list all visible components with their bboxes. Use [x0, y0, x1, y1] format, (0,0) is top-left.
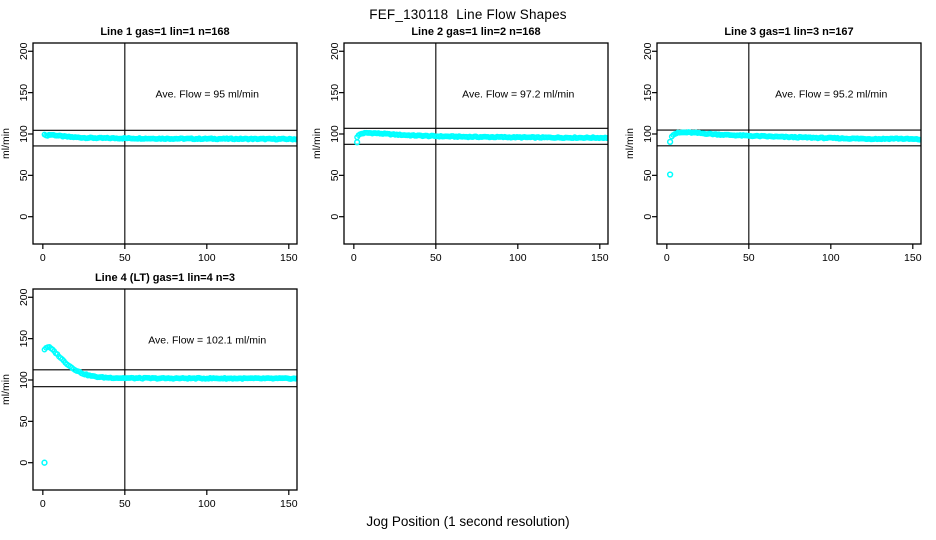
- x-tick-label: 0: [40, 498, 46, 510]
- plot-box: [656, 41, 922, 245]
- y-tick-label: 200: [329, 42, 341, 60]
- x-tick-label: 150: [591, 252, 609, 264]
- y-axis: 0 50 100 150 200: [18, 288, 33, 465]
- y-tick-label: 150: [18, 329, 30, 347]
- y-tick-label: 50: [18, 415, 30, 427]
- y-tick-label: 50: [18, 169, 30, 181]
- y-tick-label: 100: [18, 125, 30, 143]
- panel-title: Line 2 gas=1 lin=2 n=168: [411, 26, 540, 38]
- y-tick-label: 100: [329, 125, 341, 143]
- x-tick-label: 0: [664, 252, 670, 264]
- panel-line-4: Line 4 (LT) gas=1 lin=4 n=3 0 50 100 150 200 m…: [0, 265, 310, 532]
- data-points: [41, 131, 297, 142]
- y-tick-label: 150: [18, 83, 30, 101]
- x-tick-label: 150: [280, 498, 298, 510]
- y-tick-label: 50: [329, 169, 341, 181]
- x-axis: 0 50 100 150: [40, 489, 298, 510]
- page-title: FEF_130118 Line Flow Shapes: [369, 7, 567, 22]
- x-tick-label: 100: [509, 252, 527, 264]
- line-flow-chart: Line 2 gas=1 lin=2 n=168 0 50 100 150 200 ml/m…: [311, 26, 609, 264]
- y-tick-label: 0: [18, 459, 30, 465]
- x-tick-label: 50: [743, 252, 755, 264]
- avg-flow-annotation: Ave. Flow = 97.2 ml/min: [462, 88, 574, 100]
- y-tick-label: 100: [18, 371, 30, 389]
- y-tick-label: 200: [18, 288, 30, 306]
- x-axis-caption: Jog Position (1 second resolution): [366, 514, 570, 529]
- x-tick-label: 150: [280, 252, 298, 264]
- plot-box: [32, 41, 298, 245]
- x-tick-label: 150: [904, 252, 922, 264]
- data-points: [353, 129, 608, 145]
- panel-line-3: Line 3 gas=1 lin=3 n=167 0 50 100 150 200 ml/m…: [624, 19, 934, 286]
- y-axis: 0 50 100 150 200: [329, 42, 344, 219]
- avg-flow-annotation: Ave. Flow = 95.2 ml/min: [775, 88, 887, 100]
- y-tick-label: 100: [642, 125, 654, 143]
- panel-title: Line 1 gas=1 lin=1 n=168: [100, 26, 229, 38]
- y-tick-label: 200: [642, 42, 654, 60]
- plot-box: [343, 41, 609, 245]
- outlier-point: [666, 138, 674, 145]
- outlier-point: [353, 138, 361, 145]
- y-axis-title: ml/min: [0, 127, 12, 158]
- y-axis: 0 50 100 150 200: [18, 42, 33, 219]
- plot-box: [32, 287, 298, 491]
- avg-flow-annotation: Ave. Flow = 95 ml/min: [156, 88, 260, 100]
- x-tick-label: 50: [430, 252, 442, 264]
- line-flow-chart: Line 3 gas=1 lin=3 n=167 0 50 100 150 200 ml/m…: [624, 26, 922, 264]
- outlier-point: [666, 170, 674, 178]
- y-axis-title: ml/min: [311, 127, 323, 158]
- x-axis: 0 50 100 150: [664, 243, 922, 264]
- line-flow-chart: Line 4 (LT) gas=1 lin=4 n=3 0 50 100 150 200 m…: [0, 272, 298, 510]
- x-tick-label: 0: [40, 252, 46, 264]
- y-tick-label: 0: [642, 213, 654, 219]
- y-tick-label: 0: [329, 213, 341, 219]
- y-axis-title: ml/min: [0, 373, 12, 404]
- x-tick-label: 50: [119, 252, 131, 264]
- x-tick-label: 100: [198, 498, 216, 510]
- data-points: [41, 343, 297, 466]
- panel-line-2: Line 2 gas=1 lin=2 n=168 0 50 100 150 200 ml/m…: [311, 19, 621, 286]
- panel-title: Line 3 gas=1 lin=3 n=167: [724, 26, 853, 38]
- y-tick-label: 0: [18, 213, 30, 219]
- x-tick-label: 50: [119, 498, 131, 510]
- y-tick-label: 50: [642, 169, 654, 181]
- y-axis-title: ml/min: [624, 127, 636, 158]
- avg-flow-annotation: Ave. Flow = 102.1 ml/min: [148, 334, 266, 346]
- panel-line-1: Line 1 gas=1 lin=1 n=168 0 50 100 150 200 ml/m…: [0, 19, 310, 286]
- line-flow-chart: Line 1 gas=1 lin=1 n=168 0 50 100 150 200 ml/m…: [0, 26, 298, 264]
- y-tick-label: 150: [642, 83, 654, 101]
- outlier-point: [41, 459, 48, 466]
- y-tick-label: 200: [18, 42, 30, 60]
- x-tick-label: 100: [198, 252, 216, 264]
- x-axis: 0 50 100 150: [40, 243, 298, 264]
- x-tick-label: 100: [822, 252, 840, 264]
- x-axis: 0 50 100 150: [351, 243, 609, 264]
- data-points: [666, 128, 921, 178]
- y-tick-label: 150: [329, 83, 341, 101]
- x-tick-label: 0: [351, 252, 357, 264]
- y-axis: 0 50 100 150 200: [642, 42, 657, 219]
- panel-title: Line 4 (LT) gas=1 lin=4 n=3: [95, 272, 235, 284]
